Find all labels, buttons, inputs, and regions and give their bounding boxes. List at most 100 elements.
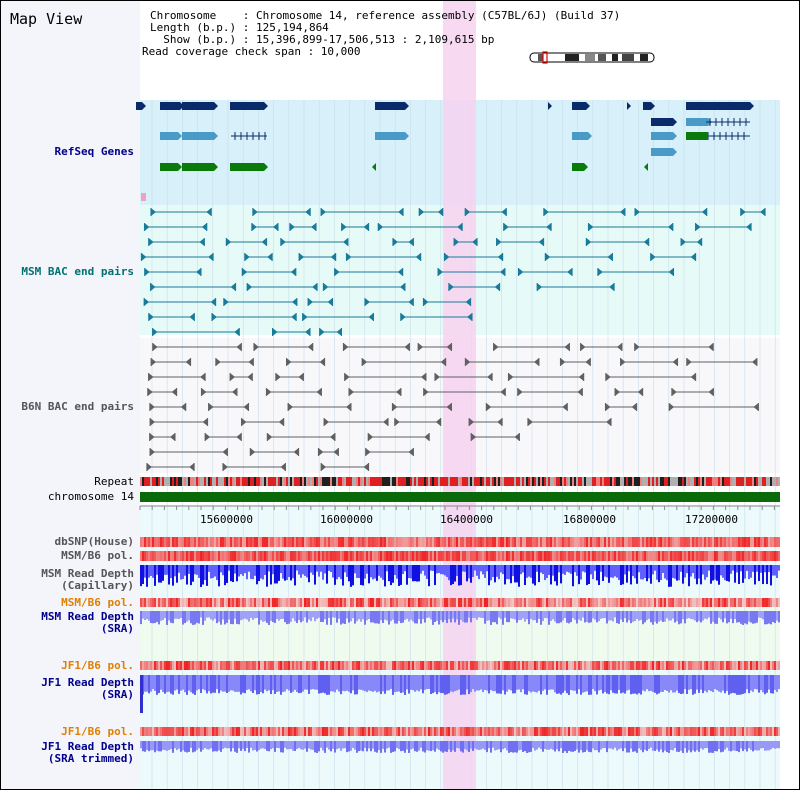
polymorphism-mark (734, 661, 736, 670)
polymorphism-mark (756, 727, 758, 736)
track-label-msm-bac[interactable]: MSM BAC end pairs (21, 265, 134, 278)
polymorphism-mark (338, 551, 340, 561)
repeat-mark (272, 477, 274, 486)
read-depth-bar (600, 675, 602, 690)
track-label-b6n-bac[interactable]: B6N BAC end pairs (21, 400, 134, 413)
polymorphism-mark (406, 661, 408, 670)
track-label-refseq[interactable]: RefSeq Genes (54, 145, 134, 158)
track-label-jf1-b6-pol-1[interactable]: JF1/B6 pol. (61, 659, 134, 672)
read-depth-bar (410, 675, 412, 690)
read-depth-bar (220, 565, 222, 573)
polymorphism-mark (674, 537, 676, 547)
track-label-msm-depth-sra[interactable]: MSM Read Depth (SRA) (41, 611, 134, 635)
polymorphism-mark (478, 551, 480, 561)
msm-depth-capillary-line1: MSM Read Depth (41, 567, 134, 580)
polymorphism-mark (752, 551, 754, 561)
polymorphism-mark (240, 661, 242, 670)
polymorphism-mark (504, 537, 506, 547)
track-label-msm-b6-pol-2[interactable]: MSM/B6 pol. (61, 596, 134, 609)
polymorphism-mark (298, 727, 300, 736)
polymorphism-mark (256, 598, 258, 607)
bac-end-arrow (311, 223, 317, 231)
repeat-mark (192, 477, 194, 486)
read-depth-bar (672, 565, 674, 578)
polymorphism-mark (314, 727, 316, 736)
read-depth-bar (226, 565, 228, 583)
polymorphism-mark (166, 727, 168, 736)
read-depth-bar (248, 565, 250, 572)
read-depth-bar (684, 565, 686, 578)
read-depth-bar (766, 565, 768, 585)
polymorphism-mark (264, 551, 266, 561)
read-depth-bar (394, 565, 396, 576)
polymorphism-mark (628, 598, 630, 607)
polymorphism-mark (738, 537, 740, 547)
polymorphism-mark (304, 727, 306, 736)
polymorphism-mark (778, 537, 780, 547)
read-depth-bar (424, 611, 426, 623)
polymorphism-mark (310, 661, 312, 670)
polymorphism-mark (408, 551, 410, 561)
read-depth-bar (470, 565, 472, 583)
polymorphism-mark (212, 537, 214, 547)
polymorphism-mark (592, 551, 594, 561)
read-depth-bar (564, 611, 566, 618)
polymorphism-mark (556, 537, 558, 547)
polymorphism-mark (650, 537, 652, 547)
polymorphism-mark (444, 551, 446, 561)
polymorphism-mark (732, 598, 734, 607)
read-depth-bar (376, 565, 378, 581)
read-depth-bar (248, 741, 250, 753)
polymorphism-mark (544, 661, 546, 670)
repeat-mark (220, 477, 222, 486)
repeat-mark (730, 477, 732, 486)
polymorphism-mark (386, 537, 388, 547)
polymorphism-mark (722, 537, 724, 547)
track-label-jf1-b6-pol-2[interactable]: JF1/B6 pol. (61, 725, 134, 738)
read-depth-bar (306, 675, 308, 690)
polymorphism-mark (240, 537, 242, 547)
read-depth-bar (156, 675, 158, 695)
read-depth-bar (748, 611, 750, 622)
polymorphism-mark (218, 551, 220, 561)
read-depth-bar (442, 741, 444, 753)
track-label-dbsnp[interactable]: dbSNP(House) (54, 535, 134, 548)
read-depth-bar (362, 565, 364, 586)
read-depth-bar (428, 611, 430, 618)
track-label-msm-b6-pol-1[interactable]: MSM/B6 pol. (61, 549, 134, 562)
polymorphism-mark (694, 598, 696, 607)
polymorphism-mark (678, 551, 680, 561)
repeat-mark (642, 477, 644, 486)
read-depth-bar (596, 565, 598, 581)
polymorphism-mark (428, 661, 430, 670)
repeat-mark (624, 477, 626, 486)
polymorphism-mark (486, 551, 488, 561)
polymorphism-mark (530, 537, 532, 547)
polymorphism-mark (364, 661, 366, 670)
read-depth-bar (450, 741, 452, 752)
read-depth-bar (536, 741, 538, 750)
polymorphism-mark (484, 551, 486, 561)
polymorphism-mark (728, 551, 730, 561)
polymorphism-mark (680, 598, 682, 607)
polymorphism-mark (656, 598, 658, 607)
polymorphism-mark (698, 598, 700, 607)
track-label-jf1-depth-sra[interactable]: JF1 Read Depth (SRA) (41, 677, 134, 701)
track-label-jf1-depth-trimmed[interactable]: JF1 Read Depth (SRA trimmed) (41, 741, 134, 765)
polymorphism-mark (750, 551, 752, 561)
read-depth-bar (400, 611, 402, 624)
polymorphism-mark (162, 551, 164, 561)
read-depth-bar (672, 741, 674, 751)
repeat-mark (376, 477, 378, 486)
repeat-mark (568, 477, 570, 486)
bac-end-arrow (538, 238, 544, 246)
polymorphism-mark (454, 537, 456, 547)
polymorphism-mark (232, 661, 234, 670)
polymorphism-mark (598, 551, 600, 561)
read-depth-bar (180, 565, 182, 580)
track-label-msm-depth-capillary[interactable]: MSM Read Depth (Capillary) (41, 568, 134, 592)
read-depth-bar (496, 741, 498, 750)
polymorphism-mark (300, 661, 302, 670)
polymorphism-mark (460, 661, 462, 670)
